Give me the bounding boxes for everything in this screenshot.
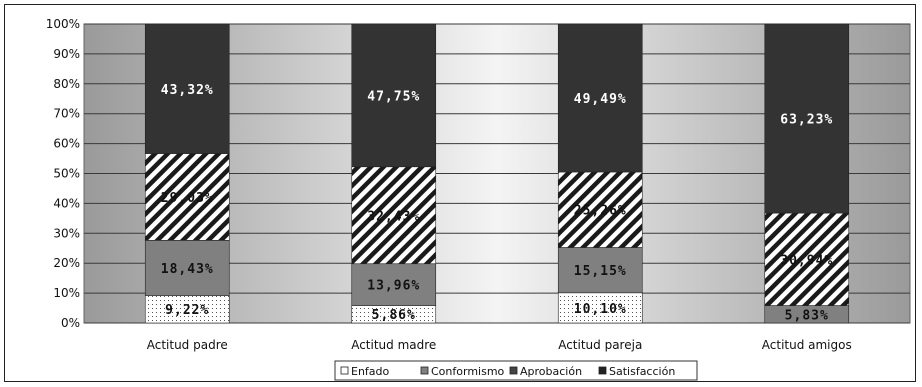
data-label: 29,03% [161,191,214,206]
y-axis-ticks: 0% 10% 20% 30% 40% 50% 60% 70% 80% 90% 100% [46,17,80,330]
y-tick-label: 20% [53,256,80,270]
x-category-label: Actitud padre [147,338,228,352]
bar-segment [557,23,643,173]
legend-swatch [598,366,607,375]
bar-segment [144,240,230,296]
legend-swatch [420,366,429,375]
data-label: 18,43% [161,262,214,277]
y-tick-label: 10% [53,286,80,300]
x-category-label: Actitud madre [351,338,436,352]
y-tick-label: 100% [46,17,80,31]
legend-swatch [340,366,349,375]
bar-segment [351,23,437,168]
x-axis-labels: Actitud padre Actitud madre Actitud pareja… [147,338,852,352]
y-tick-label: 0% [61,316,80,330]
data-label: 5,86% [372,308,416,323]
x-category-label: Actitud amigos [762,338,852,352]
y-tick-label: 60% [53,137,80,151]
data-label: 13,96% [367,279,420,294]
legend-label: Satisfacción [609,365,675,378]
y-tick-label: 70% [53,107,80,121]
y-tick-label: 90% [53,47,80,61]
data-label: 9,22% [165,303,209,318]
legend-label: Aprobación [520,365,582,378]
data-label: 63,23% [780,113,833,128]
data-label: 30,94% [780,253,833,268]
bar-segment [557,171,643,248]
legend-label: Conformismo [431,365,505,378]
y-tick-label: 30% [53,226,80,240]
legend-swatch [509,366,518,375]
data-label: 5,83% [785,308,829,323]
x-category-label: Actitud pareja [558,338,642,352]
bar-segment [144,153,230,241]
legend-label: Enfado [351,365,390,378]
bar-segment [557,247,643,294]
bar-segment [764,212,850,306]
data-label: 43,32% [161,83,214,98]
data-label: 47,75% [367,89,420,104]
bar-segment [144,295,230,324]
bar-segment [764,23,850,214]
bar-segment [144,23,230,154]
y-tick-label: 50% [53,167,80,181]
data-label: 15,15% [574,264,627,279]
y-tick-label: 40% [53,196,80,210]
data-label: 49,49% [574,92,627,107]
bar-segment [351,166,437,265]
y-tick-label: 80% [53,77,80,91]
data-label: 10,10% [574,302,627,317]
bar-segment [351,263,437,306]
data-label: 32,43% [367,209,420,224]
legend: Enfado Conformismo Aprobación Satisfacción [334,360,698,381]
bars: 9,22% 18,43% 29,03% 43,32% 5,86% 13,96% 32,43%… [144,23,850,324]
data-label: 25,26% [574,204,627,219]
